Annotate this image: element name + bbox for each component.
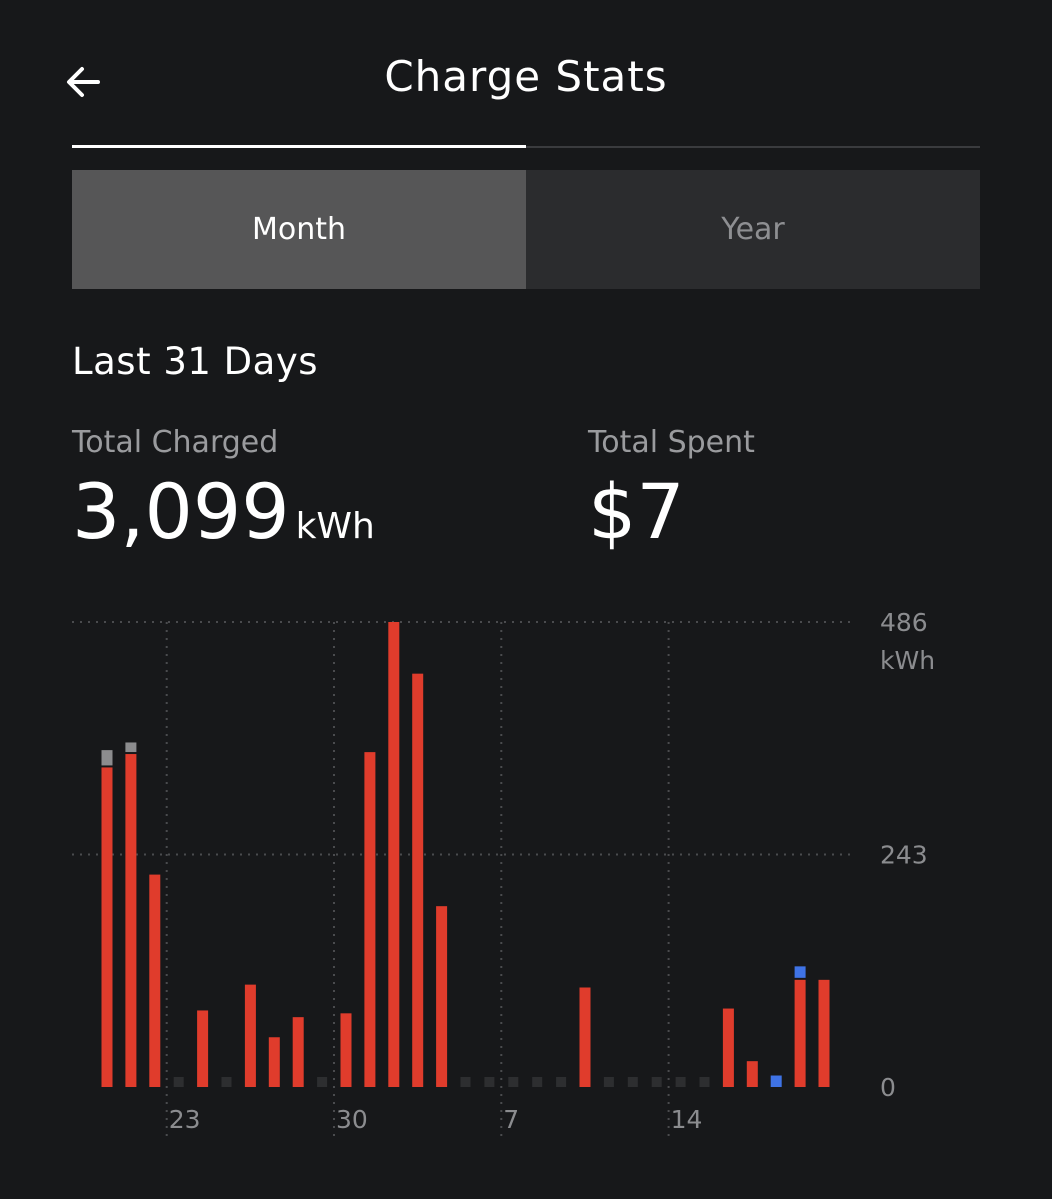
bar-segment — [197, 1010, 209, 1087]
bar-segment — [794, 979, 806, 1087]
no-charge-marker — [627, 1077, 638, 1087]
bar-segment — [794, 966, 806, 978]
bar-segment — [125, 754, 137, 1087]
no-charge-marker — [603, 1077, 614, 1087]
no-charge-marker — [173, 1077, 184, 1087]
bar-segment — [746, 1061, 758, 1087]
bar-segment — [101, 750, 113, 766]
no-charge-marker — [651, 1077, 662, 1087]
x-tick-label: 30 — [336, 1105, 368, 1134]
total-spent-stat: Total Spent $7 — [588, 425, 755, 550]
no-charge-marker — [460, 1077, 471, 1087]
tab-divider — [72, 146, 980, 148]
no-charge-marker — [675, 1077, 686, 1087]
tab-year[interactable]: Year — [526, 170, 980, 289]
bar-segment — [412, 673, 424, 1087]
total-spent-label: Total Spent — [588, 425, 755, 460]
header: Charge Stats — [0, 0, 1052, 148]
y-tick-label: 0 — [880, 1073, 896, 1102]
bar-segment — [388, 622, 400, 1087]
period-label: Last 31 Days — [72, 340, 319, 383]
bar-segment — [101, 767, 113, 1087]
bar-segment — [149, 874, 161, 1087]
no-charge-marker — [221, 1077, 232, 1087]
bar-segment — [340, 1013, 352, 1087]
y-axis-unit: kWh — [880, 646, 935, 675]
bar-segment — [722, 1008, 734, 1087]
bar-segment — [268, 1037, 280, 1087]
bar-segment — [436, 906, 448, 1087]
bar-segment — [364, 752, 376, 1087]
total-charged-label: Total Charged — [72, 425, 279, 460]
bar-segment — [125, 742, 137, 753]
total-charged-value: 3,099 — [72, 467, 290, 556]
no-charge-marker — [556, 1077, 567, 1087]
bar-segment — [579, 987, 591, 1087]
x-tick-label: 14 — [671, 1105, 703, 1134]
x-tick-label: 7 — [503, 1105, 519, 1134]
no-charge-marker — [484, 1077, 495, 1087]
period-selector: Month Year — [72, 170, 980, 289]
total-spent-value: $7 — [588, 467, 685, 556]
tab-month[interactable]: Month — [72, 170, 526, 289]
arrow-left-icon — [67, 67, 100, 97]
no-charge-marker — [317, 1077, 328, 1087]
bar-segment — [244, 984, 256, 1087]
x-tick-label: 23 — [169, 1105, 201, 1134]
total-charged-unit: kWh — [295, 506, 375, 547]
y-tick-label: 243 — [880, 841, 928, 870]
active-tab-indicator — [72, 145, 526, 148]
bar-segment — [770, 1075, 782, 1087]
charge-bar-chart: 0 243 486 kWh 23 30 7 14 — [72, 608, 935, 1140]
page-title: Charge Stats — [384, 52, 668, 101]
bar-segment — [818, 979, 830, 1087]
back-button[interactable] — [60, 58, 108, 106]
bar-segment — [292, 1017, 304, 1087]
total-charged-amount: 3,099 kWh — [72, 474, 375, 550]
no-charge-marker — [508, 1077, 519, 1087]
no-charge-marker — [532, 1077, 543, 1087]
no-charge-marker — [699, 1077, 710, 1087]
total-charged-stat: Total Charged 3,099 kWh — [72, 425, 375, 550]
y-tick-label: 486 — [880, 608, 928, 637]
